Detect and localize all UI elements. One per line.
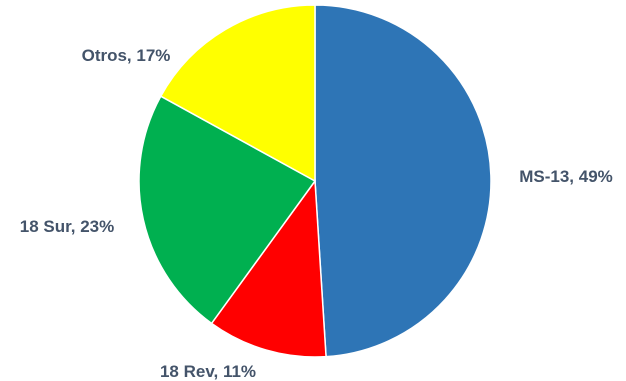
pie-labels: MS-13, 49% 18 Rev, 11% 18 Sur, 23% Otros, 1… bbox=[20, 46, 613, 381]
data-label-ms-13: MS-13, 49% bbox=[519, 167, 613, 186]
pie-slice-ms-13 bbox=[314, 4, 492, 358]
pie-slices bbox=[138, 4, 492, 358]
pie-slice-18-sur bbox=[138, 95, 317, 325]
pie-slice-18-rev bbox=[210, 178, 327, 358]
pie-slice-otros bbox=[159, 4, 316, 183]
data-label-otros: Otros, 17% bbox=[82, 46, 171, 65]
data-label-18-sur: 18 Sur, 23% bbox=[20, 217, 115, 236]
data-label-18-rev: 18 Rev, 11% bbox=[160, 362, 256, 381]
